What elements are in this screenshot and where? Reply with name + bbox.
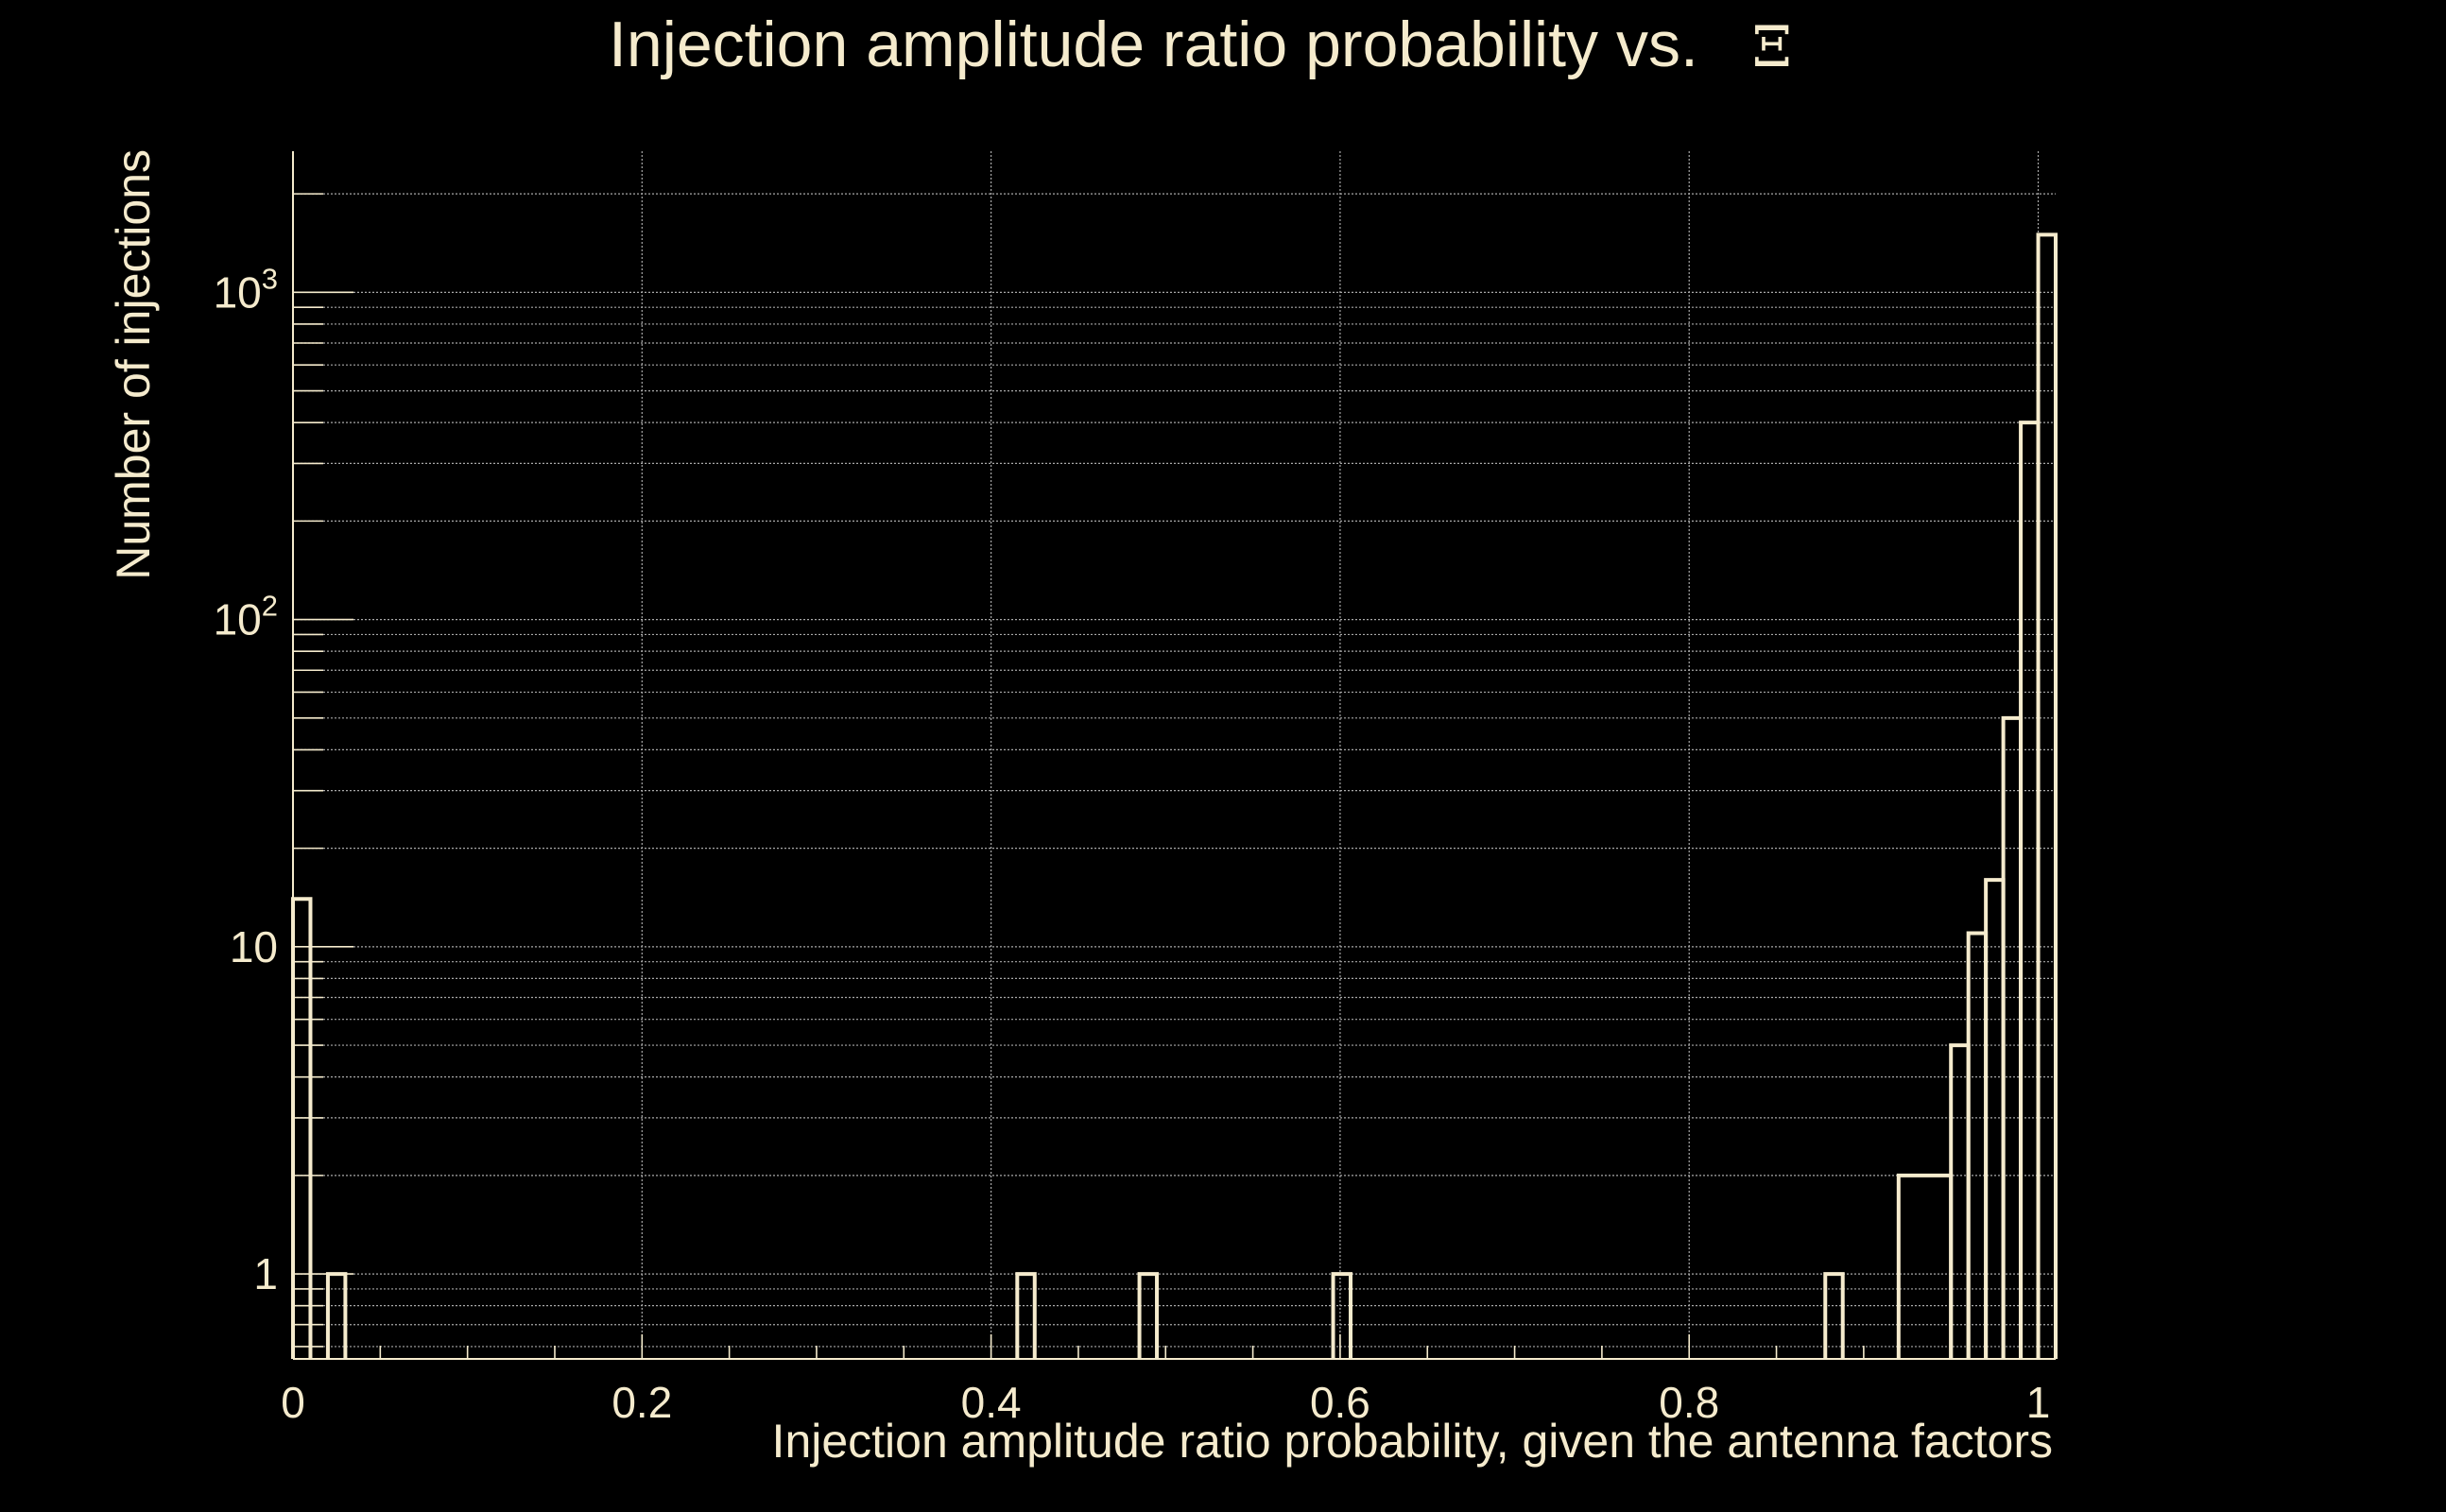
tick-labels: 0 0.2 0.4 0.6 0.8 1 1 10 102 103 [214,262,2051,1427]
x-tick-label: 1 [2026,1378,2051,1427]
y-tick-label: 10 [230,922,278,971]
y-tick-label: 103 [214,262,278,317]
histogram-bin [2036,232,2058,1359]
x-tick-label: 0.6 [1310,1378,1370,1427]
y-tick-label: 1 [253,1249,278,1298]
x-tick-label: 0 [281,1378,305,1427]
x-tick-label: 0.2 [612,1378,672,1427]
x-tick-label: 0.8 [1659,1378,1719,1427]
grid [292,151,2056,1359]
histogram-bin [1015,1272,1037,1359]
histogram-bin [1137,1272,1160,1359]
y-axis-label: Number of injections [107,149,160,580]
chart-title: Injection amplitude ratio probability vs… [609,9,1792,80]
histogram-bin [325,1272,348,1359]
chart-title-symbol: Ξ [1752,14,1792,80]
chart-title-text: Injection amplitude ratio probability vs… [609,9,1698,80]
y-tick-exponent: 3 [262,262,278,295]
histogram-bin [1331,1272,1352,1359]
ticks [292,193,2040,1359]
x-axis-label: Injection amplitude ratio probability, g… [772,1415,2053,1468]
histogram-series [291,232,2058,1359]
histogram-bin [1823,1272,1845,1359]
x-tick-label: 0.4 [961,1378,1022,1427]
histogram-bin [291,897,313,1359]
y-tick-label: 102 [214,590,278,644]
y-tick-exponent: 2 [262,590,278,623]
